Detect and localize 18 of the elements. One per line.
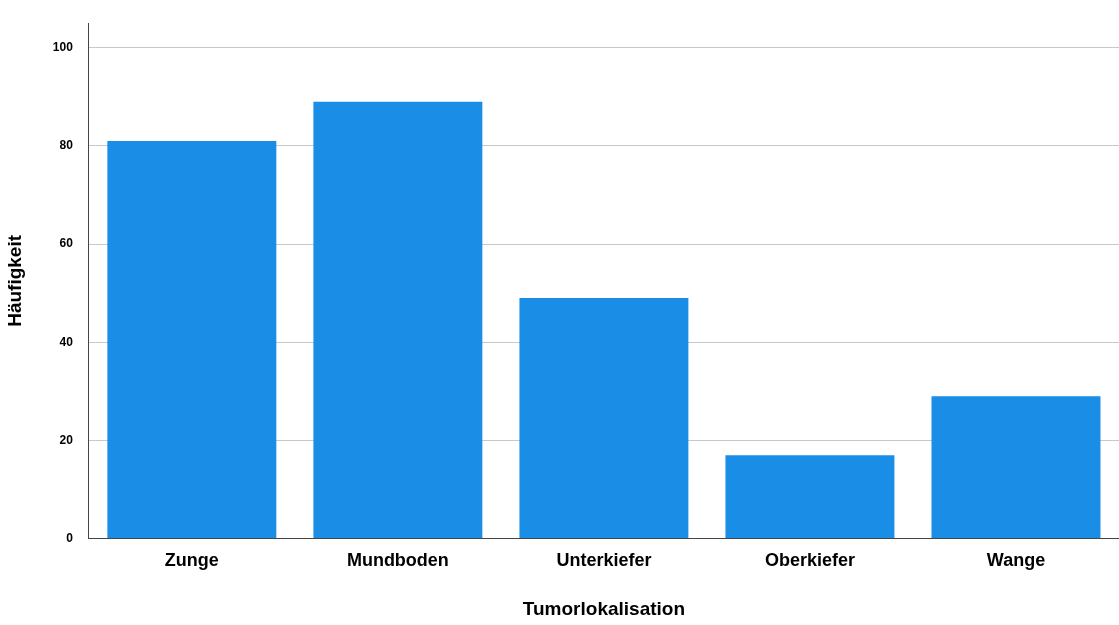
bar (107, 141, 277, 539)
x-tick-label: Mundboden (346, 550, 449, 571)
bar (725, 455, 895, 539)
x-tick-label: Unterkiefer (556, 550, 652, 571)
y-tick-label: 0 (66, 530, 74, 545)
bar (931, 396, 1101, 539)
bar (519, 298, 689, 539)
y-tick-label: 100 (52, 40, 74, 55)
x-axis-title: Tumorlokalisation (522, 597, 686, 619)
y-tick-label: 80 (59, 138, 74, 153)
x-tick-label: Wange (986, 550, 1046, 571)
y-tick-label: 60 (59, 236, 74, 251)
y-tick-label: 40 (59, 334, 74, 349)
y-tick-label: 20 (59, 432, 74, 447)
y-axis-title: Häufigkeit (3, 234, 25, 327)
x-tick-label: Zunge (164, 550, 219, 571)
bar (313, 101, 483, 539)
x-tick-label: Oberkiefer (764, 550, 855, 571)
